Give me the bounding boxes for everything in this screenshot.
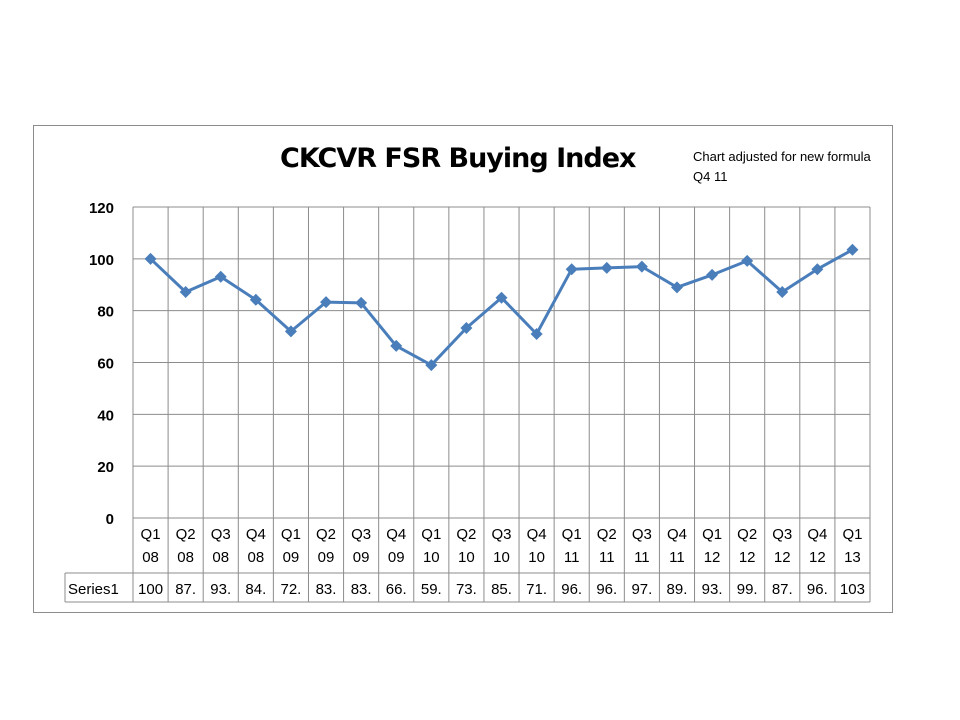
- y-tick-label: 80: [97, 304, 114, 321]
- data-point-marker: [214, 270, 227, 283]
- data-point-marker: [425, 359, 438, 372]
- x-tick-label: Q2: [737, 526, 757, 543]
- x-tick-label: Q3: [632, 526, 652, 543]
- table-value: 73.: [456, 581, 477, 598]
- x-tick-label: 12: [774, 549, 791, 566]
- x-tick-label: 09: [318, 549, 335, 566]
- data-point-marker: [284, 325, 297, 338]
- x-tick-label: Q1: [842, 526, 862, 543]
- x-tick-label: 08: [142, 549, 159, 566]
- data-point-marker: [179, 286, 192, 299]
- y-tick-label: 60: [97, 356, 114, 373]
- x-tick-label: Q2: [176, 526, 196, 543]
- x-tick-label: Q4: [667, 526, 687, 543]
- x-tick-label: 09: [388, 549, 405, 566]
- table-value: 93.: [210, 581, 231, 598]
- data-point-marker: [355, 296, 368, 309]
- x-tick-label: Q3: [351, 526, 371, 543]
- table-series-label: Series1: [68, 581, 119, 598]
- x-tick-label: 11: [634, 549, 650, 566]
- table-value: 93.: [702, 581, 723, 598]
- table-value: 84.: [245, 581, 266, 598]
- x-tick-label: 08: [177, 549, 194, 566]
- chart-annotation: Chart adjusted for new formula Q4 11: [693, 149, 871, 184]
- x-tick-label: 09: [353, 549, 370, 566]
- x-tick-label: Q2: [316, 526, 336, 543]
- table-value: 71.: [526, 581, 547, 598]
- x-tick-label: 12: [704, 549, 721, 566]
- x-tick-label: Q4: [246, 526, 266, 543]
- x-tick-label: 11: [564, 549, 580, 566]
- data-point-marker: [530, 327, 543, 340]
- x-tick-label: Q1: [421, 526, 441, 543]
- series-line: [149, 248, 854, 367]
- x-tick-label: Q1: [562, 526, 582, 543]
- table-value: 59.: [421, 581, 442, 598]
- y-tick-label: 40: [97, 407, 114, 424]
- data-point-marker: [144, 252, 157, 265]
- x-tick-label: Q4: [527, 526, 547, 543]
- x-tick-label: 08: [247, 549, 264, 566]
- x-tick-label: Q3: [491, 526, 511, 543]
- y-tick-label: 0: [106, 511, 114, 528]
- x-tick-label: Q4: [807, 526, 827, 543]
- x-tick-label: Q1: [281, 526, 301, 543]
- data-point-marker: [846, 243, 859, 256]
- data-point-marker: [670, 281, 683, 294]
- x-tick-label: Q4: [386, 526, 406, 543]
- y-tick-label: 100: [89, 252, 114, 269]
- table-value: 103: [840, 581, 865, 598]
- table-value: 66.: [386, 581, 407, 598]
- y-tick-label: 20: [97, 459, 114, 476]
- table-value: 89.: [667, 581, 688, 598]
- x-tick-label: 12: [739, 549, 756, 566]
- x-tick-label: Q2: [597, 526, 617, 543]
- table-value: 87.: [772, 581, 793, 598]
- data-point-marker: [495, 291, 508, 304]
- x-tick-label: 10: [458, 549, 475, 566]
- x-tick-label: Q1: [702, 526, 722, 543]
- data-point-marker: [600, 261, 613, 274]
- x-tick-label: Q3: [772, 526, 792, 543]
- data-point-marker: [741, 254, 754, 267]
- chart-frame: [33, 125, 893, 613]
- table-value: 83.: [351, 581, 372, 598]
- table-value: 96.: [807, 581, 828, 598]
- data-point-marker: [706, 268, 719, 281]
- table-value: 99.: [737, 581, 758, 598]
- data-point-marker: [320, 296, 333, 309]
- x-tick-label: 08: [212, 549, 229, 566]
- table-value: 83.: [316, 581, 337, 598]
- x-tick-label: Q1: [141, 526, 161, 543]
- data-point-marker: [460, 322, 473, 335]
- x-tick-label: 09: [283, 549, 300, 566]
- table-value: 72.: [280, 581, 301, 598]
- x-tick-label: Q2: [456, 526, 476, 543]
- x-tick-label: Q3: [211, 526, 231, 543]
- x-tick-label: 11: [599, 549, 615, 566]
- x-tick-label: 12: [809, 549, 826, 566]
- x-tick-label: 10: [423, 549, 440, 566]
- data-point-marker: [635, 260, 648, 273]
- chart-title: CKCVR FSR Buying Index: [280, 143, 636, 174]
- data-point-marker: [776, 286, 789, 299]
- data-point-marker: [249, 293, 262, 306]
- table-value: 85.: [491, 581, 512, 598]
- x-tick-label: 10: [528, 549, 545, 566]
- table-value: 96.: [561, 581, 582, 598]
- x-tick-label: 10: [493, 549, 510, 566]
- table-value: 87.: [175, 581, 196, 598]
- data-point-marker: [811, 263, 824, 276]
- x-tick-label: 11: [669, 549, 685, 566]
- table-value: 96.: [596, 581, 617, 598]
- x-tick-label: 13: [844, 549, 861, 566]
- table-value: 97.: [631, 581, 652, 598]
- data-point-marker: [390, 339, 403, 352]
- y-tick-label: 120: [89, 200, 114, 217]
- table-value: 100: [138, 581, 163, 598]
- data-point-marker: [565, 263, 578, 276]
